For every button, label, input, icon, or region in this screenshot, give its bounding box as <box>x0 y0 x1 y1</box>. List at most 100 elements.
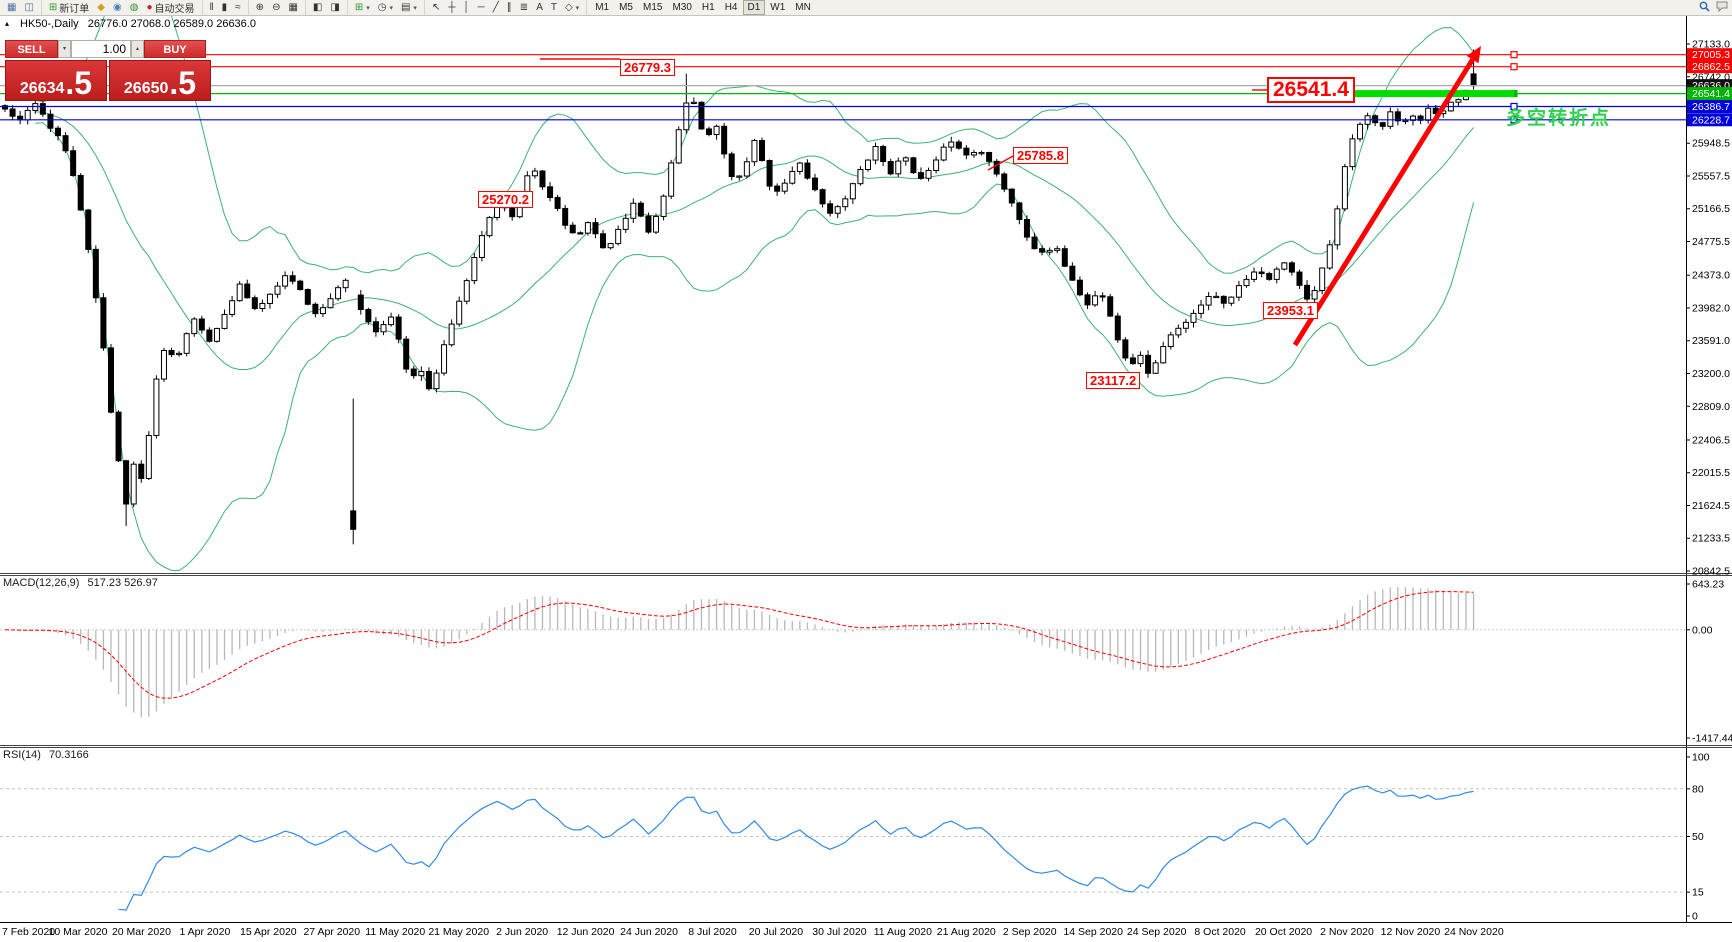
zoom-in-icon[interactable]: ⊕ <box>252 0 268 15</box>
cursor-icon[interactable]: ↖ <box>428 0 444 15</box>
toolbar-group: ⊕ ⊖ ▦ <box>249 0 306 15</box>
volume-increase-button[interactable]: ▴ <box>131 40 144 58</box>
dropdown-caret-icon: ▾ <box>366 4 370 12</box>
svg-text:24373.0: 24373.0 <box>1692 270 1730 282</box>
toolbar-button-label: 新订单 <box>59 4 90 15</box>
fibonacci-icon: ≣ <box>519 2 529 13</box>
svg-text:14 Sep 2020: 14 Sep 2020 <box>1063 926 1123 938</box>
svg-text:2 Sep 2020: 2 Sep 2020 <box>1003 926 1057 938</box>
buy-button[interactable]: BUY <box>144 40 206 58</box>
timeframe-m5[interactable]: M5 <box>619 2 633 13</box>
ask-price-big-digit: .5 <box>169 65 197 101</box>
svg-text:24 Sep 2020: 24 Sep 2020 <box>1127 926 1187 938</box>
new-chart-icon[interactable]: ▦ <box>3 0 20 15</box>
cone-icon[interactable]: ◆ <box>93 0 109 15</box>
search-icon[interactable] <box>1699 1 1710 15</box>
svg-text:15 Apr 2020: 15 Apr 2020 <box>240 926 297 938</box>
arrange-b-icon[interactable]: ◨ <box>326 0 343 15</box>
periods-icon[interactable]: ◷ ▾ <box>374 0 397 15</box>
price-callout: 26541.4 <box>1267 77 1355 103</box>
chart-ohlc-readout: 26776.0 27068.0 26589.0 26636.0 <box>87 18 256 30</box>
toolbar-group: ⊞ 新订单 ◆ ◉ ◍ ● 自动交易 <box>42 0 203 15</box>
templates-icon[interactable]: ▤ ▾ <box>397 0 421 15</box>
indicators-icon[interactable]: ⊞ ▾ <box>351 0 374 15</box>
candlestick-chart-icon: ▮ <box>221 2 228 13</box>
svg-text:-1417.44: -1417.44 <box>1692 733 1732 745</box>
timeframe-m1[interactable]: M1 <box>595 2 610 13</box>
volume-input[interactable]: 1.00 <box>71 40 131 58</box>
volume-decrease-button[interactable]: ▾ <box>58 40 71 58</box>
bid-price-big-digit: .5 <box>65 65 93 101</box>
svg-text:2 Jun 2020: 2 Jun 2020 <box>496 926 548 938</box>
timeframe-d1[interactable]: D1 <box>742 0 766 15</box>
horizontal-line-icon: ─ <box>477 2 485 13</box>
line-chart-icon[interactable]: ≈ <box>231 0 245 15</box>
signal-icon[interactable]: ◍ <box>126 0 143 15</box>
zoom-out-icon[interactable]: ⊖ <box>268 0 284 15</box>
arrange-b-icon: ◨ <box>330 2 340 13</box>
zoom-out-icon: ⊖ <box>272 2 281 13</box>
macd-indicator-label: MACD(12,26,9) 517.23 526.97 <box>3 577 158 589</box>
svg-text:20 Jul 2020: 20 Jul 2020 <box>749 926 803 938</box>
new-order-icon: ⊞ <box>48 2 58 13</box>
macd-values: 517.23 526.97 <box>87 577 158 589</box>
arrange-a-icon[interactable]: ◧ <box>309 0 326 15</box>
tile-windows-icon: ▦ <box>288 2 298 13</box>
timeframe-m15[interactable]: M15 <box>643 2 663 13</box>
zoom-in-icon: ⊕ <box>255 2 265 13</box>
indicators-icon: ⊞ <box>354 2 364 13</box>
contact-icon[interactable]: ◉ <box>109 0 126 15</box>
svg-text:50: 50 <box>1692 831 1704 843</box>
fibonacci-icon[interactable]: ≣ <box>516 0 532 15</box>
timeframe-w1[interactable]: W1 <box>770 2 786 13</box>
line-chart-icon: ≈ <box>235 2 241 13</box>
sell-button[interactable]: SELL <box>5 40 58 58</box>
timeframe-h1[interactable]: H1 <box>701 2 715 13</box>
new-order-button[interactable]: ⊞ 新订单 <box>45 0 93 15</box>
bar-chart-icon[interactable]: ‖ <box>206 0 218 15</box>
text-icon[interactable]: A <box>532 0 547 15</box>
dropdown-caret-icon: ▾ <box>389 4 393 12</box>
tile-windows-icon[interactable]: ▦ <box>284 0 301 15</box>
timeframe-mn[interactable]: MN <box>795 2 811 13</box>
price-callout: 26779.3 <box>620 59 675 76</box>
svg-text:26541.4: 26541.4 <box>1692 88 1730 100</box>
timeframe-toolbar: M1 M5 M15 M30 H1 H4 D1 W1 MN <box>587 0 819 15</box>
svg-text:26228.7: 26228.7 <box>1692 114 1730 126</box>
horizontal-line-icon[interactable]: ─ <box>474 0 489 15</box>
crosshair-icon[interactable]: ┼ <box>444 0 459 15</box>
label-icon[interactable]: T <box>547 0 561 15</box>
trendline-icon[interactable]: ╱ <box>489 0 503 15</box>
svg-text:30 Jul 2020: 30 Jul 2020 <box>812 926 866 938</box>
toolbar-button-label: 自动交易 <box>154 4 195 15</box>
toolbar-group: ‖ ▮ ≈ <box>203 0 249 15</box>
ask-price-box[interactable]: 26650 .5 <box>109 60 211 101</box>
svg-text:24 Jun 2020: 24 Jun 2020 <box>620 926 678 938</box>
price-callout: 25270.2 <box>478 191 533 208</box>
timeframe-m30[interactable]: M30 <box>672 2 692 13</box>
bar-chart-icon: ‖ <box>209 2 214 13</box>
shapes-icon[interactable]: ◇ ▾ <box>561 0 583 15</box>
dropdown-caret-icon: ▾ <box>575 4 580 12</box>
rsi-value: 70.3166 <box>48 749 89 761</box>
toolbar-group: ↖ ┼ │ ─ ╱ ∥ ≣ A T ◇ ▾ <box>425 0 588 15</box>
candlestick-chart-icon[interactable]: ▮ <box>218 0 232 15</box>
bid-price-box[interactable]: 26634 .5 <box>5 60 107 101</box>
svg-text:12 Jun 2020: 12 Jun 2020 <box>557 926 615 938</box>
chart-profiles-icon[interactable]: ◫ <box>20 0 37 15</box>
svg-text:0.00: 0.00 <box>1692 624 1713 636</box>
svg-text:26862.5: 26862.5 <box>1692 61 1730 73</box>
svg-text:21 May 2020: 21 May 2020 <box>428 926 489 938</box>
channel-icon[interactable]: ∥ <box>503 0 516 15</box>
timeframe-h4[interactable]: H4 <box>724 2 738 13</box>
price-callout: 23117.2 <box>1086 372 1141 389</box>
svg-text:11 May 2020: 11 May 2020 <box>365 926 425 938</box>
vertical-line-icon[interactable]: │ <box>459 0 473 15</box>
chat-icon[interactable] <box>1716 1 1728 15</box>
autotrading-button[interactable]: ● 自动交易 <box>142 0 198 15</box>
bid-price: 26634 <box>19 80 65 97</box>
svg-text:20 Oct 2020: 20 Oct 2020 <box>1255 926 1312 938</box>
main-toolbar: ▦ ◫ ⊞ 新订单 ◆ ◉ ◍ ● 自动交易 ‖ ▮ ≈ ⊕ ⊖ ▦ ◧ ◨ ⊞ ▾ ◷ ▾ ▤ ▾ ↖ ┼ │ ─ ╱ ∥ ≣ A T ◇ ▾ … <box>0 0 1732 16</box>
